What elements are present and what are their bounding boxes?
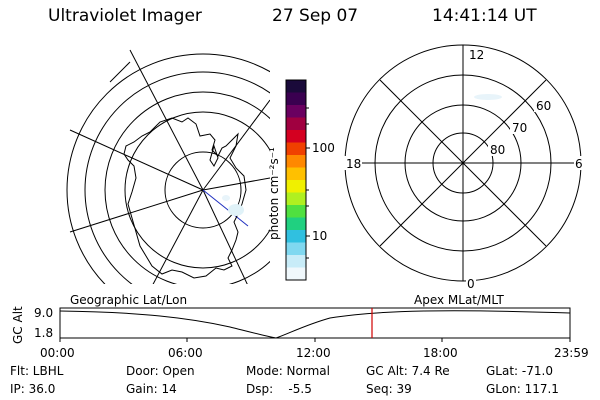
colorbar-swatch <box>286 117 306 131</box>
mlt-label-6: 6 <box>575 157 583 171</box>
meridian <box>202 177 270 191</box>
mlt-label-18: 18 <box>346 157 361 171</box>
x-tick-label: 06:00 <box>168 346 203 360</box>
mlat-label-70: 70 <box>512 121 527 135</box>
lat-circle-inner <box>164 151 242 229</box>
colorbar-swatch <box>286 192 306 206</box>
seq-info: Seq: 39 <box>366 382 412 396</box>
orbit-altitude-curve <box>59 310 571 339</box>
colorbar-tick-label: 100 <box>312 141 335 155</box>
colorbar-swatch <box>286 230 306 243</box>
colorbar-swatch <box>286 242 306 256</box>
x-tick-label: 18:00 <box>423 346 458 360</box>
colorbar-swatch <box>286 267 306 281</box>
colorbar-swatch <box>286 205 306 218</box>
colorbar-swatch <box>286 167 306 181</box>
gcalt-info: GC Alt: 7.4 Re <box>366 364 450 378</box>
mlat-label-60: 60 <box>536 99 551 113</box>
dateline-meridian <box>202 189 249 227</box>
colorbar-tick-label: 10 <box>312 229 327 243</box>
peninsula-coastline <box>109 61 131 83</box>
colorbar-swatch <box>286 80 306 93</box>
lat-circle <box>84 71 270 284</box>
colorbar: 100 10 photon cm⁻²s⁻¹ <box>267 79 335 281</box>
coastline-detail <box>209 144 219 167</box>
lat-circle <box>104 91 270 284</box>
lat-circle <box>124 111 270 269</box>
aurora-glow <box>228 204 244 216</box>
meridian <box>69 129 204 191</box>
door-info: Door: Open <box>126 364 195 378</box>
colorbar-swatch <box>286 217 306 231</box>
colorbar-swatch <box>286 92 306 106</box>
date-label: 27 Sep 07 <box>272 6 359 26</box>
x-tick-label: 12:00 <box>296 346 331 360</box>
x-tick-label: 23:59 <box>554 346 589 360</box>
colorbar-swatch <box>286 142 306 156</box>
apex-labels: 12 18 6 0 60 70 80 <box>342 48 584 291</box>
colorbar-swatch <box>286 255 306 268</box>
x-tick-label: 00:00 <box>40 346 75 360</box>
orbit-ylabel: GC Alt <box>11 306 25 344</box>
glat-info: GLat: -71.0 <box>486 364 553 378</box>
instrument-title: Ultraviolet Imager <box>48 6 202 26</box>
y-tick-label: 1.8 <box>34 326 53 340</box>
meridian <box>202 189 248 284</box>
gain-info: Gain: 14 <box>126 382 177 396</box>
mlt-label-12: 12 <box>469 48 484 62</box>
colorbar-swatch <box>286 155 306 168</box>
aurora-glow <box>222 195 230 201</box>
antarctica-coastline <box>123 117 247 279</box>
y-tick-label: 9.0 <box>34 306 53 320</box>
time-label: 14:41:14 UT <box>432 6 537 26</box>
mlt-label-0: 0 <box>467 277 475 291</box>
orbit-altitude-plot: 00:00 06:00 12:00 18:00 23:59 9.0 1.8 GC… <box>11 306 589 360</box>
aurora-glow <box>474 94 502 100</box>
colorbar-frame <box>285 79 307 281</box>
colorbar-swatch <box>286 180 306 193</box>
lat-circle <box>66 53 270 284</box>
filter-info: Flt: LBHL <box>10 364 64 378</box>
mode-info: Mode: Normal <box>246 364 330 378</box>
apex-label: Apex MLat/MLT <box>414 293 504 307</box>
geographic-label: Geographic Lat/Lon <box>70 293 187 307</box>
geographic-map <box>66 49 270 284</box>
colorbar-unit-label: photon cm⁻²s⁻¹ <box>267 147 281 240</box>
dsp-info: Dsp: -5.5 <box>246 382 312 396</box>
mlat-label-80: 80 <box>490 143 505 157</box>
colorbar-swatch <box>286 130 306 143</box>
colorbar-swatch <box>286 105 306 118</box>
mlt-line-diag <box>379 79 547 247</box>
meridian <box>69 189 204 233</box>
glon-info: GLon: 117.1 <box>486 382 559 396</box>
meridian <box>152 189 204 284</box>
ip-info: IP: 36.0 <box>10 382 56 396</box>
apex-polar-plot <box>344 44 582 282</box>
